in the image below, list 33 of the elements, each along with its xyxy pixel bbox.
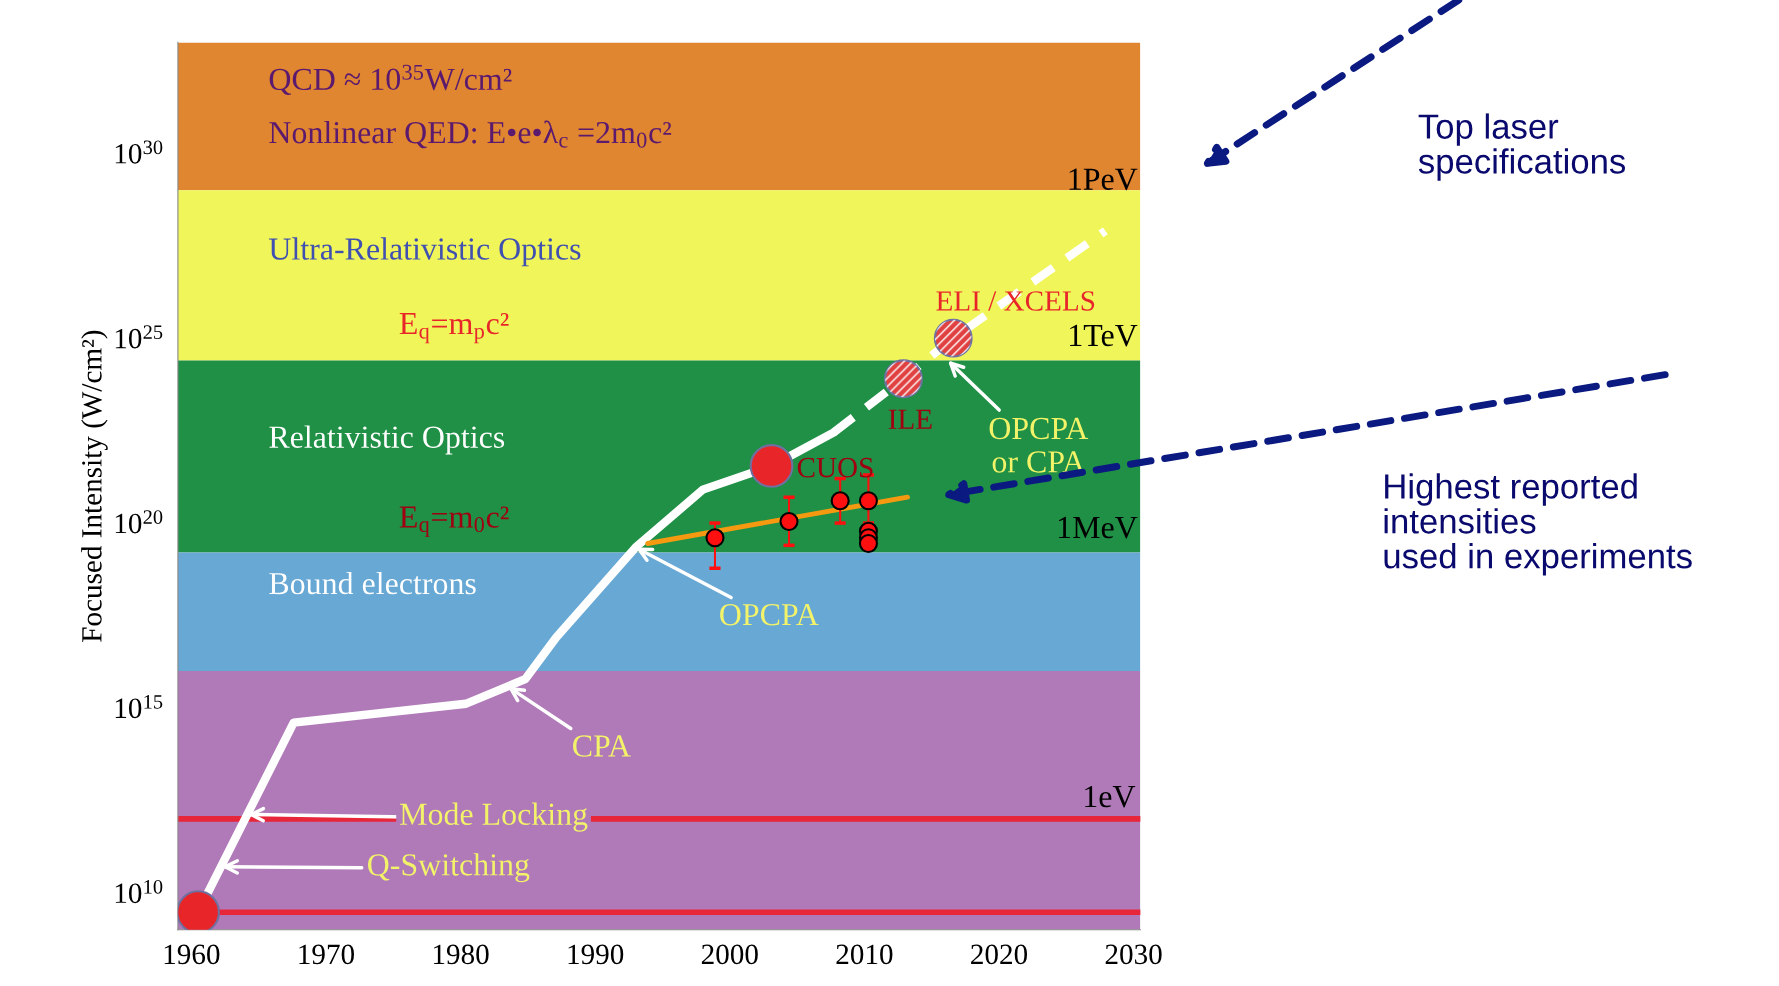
x-tick-label: 2010: [836, 944, 893, 965]
x-tick-label: 1990: [568, 944, 624, 965]
x-tick-label: 2020: [971, 944, 1028, 965]
y-tick-label: 10$^{10}$: [115, 879, 163, 904]
text: Top laser specifications: [1418, 113, 1626, 181]
annotation: ILE: [888, 409, 932, 429]
x-tick-label: 1980: [433, 944, 489, 965]
text: Highest reported intensities used in experiments: [1384, 473, 1692, 576]
band-label: Relativistic Optics: [269, 425, 505, 455]
annotation: OPCPA or CPA: [989, 417, 1089, 473]
annotation: 1MeV: [1058, 516, 1138, 539]
y-tick-label: 10$^{20}$: [115, 510, 163, 534]
band-label: Ultra-Relativistic Optics: [269, 237, 581, 267]
x-tick-label: 2030: [1105, 944, 1162, 965]
ref-line-label: 1eV: [1085, 785, 1136, 808]
annotation: OPCPA: [720, 603, 819, 626]
y-tick-label: 10$^{25}$: [115, 325, 163, 349]
band-label: QCD ≈ 10$^{35}$W/cm² Nonlinear QED: E•e•λ$_{c}$ =2m$_{0}$c²: [269, 64, 672, 149]
annotation: Q-Switching: [368, 853, 530, 883]
y-tick-label: 10$^{15}$: [115, 695, 163, 719]
y-tick-label: 10$^{30}$: [115, 140, 163, 164]
annotation: CPA: [573, 735, 631, 757]
x-tick-label: 1960: [164, 944, 220, 965]
y-axis-title: Focused Intensity (W/cm²): [81, 330, 108, 642]
annotation: 1PeV: [1069, 168, 1138, 191]
band-label: Bound electrons: [269, 571, 476, 595]
annotation: Mode Locking: [400, 802, 588, 832]
annotation: E$_{q}$=m$_{0}$c²: [399, 506, 509, 537]
annotation: 1TeV: [1070, 324, 1138, 347]
annotation: E$_{q}$=m$_{p}$c²: [399, 312, 509, 344]
x-tick-label: 1970: [299, 944, 355, 965]
x-tick-label: 2000: [701, 944, 758, 965]
annotation: CUOS: [797, 457, 873, 478]
